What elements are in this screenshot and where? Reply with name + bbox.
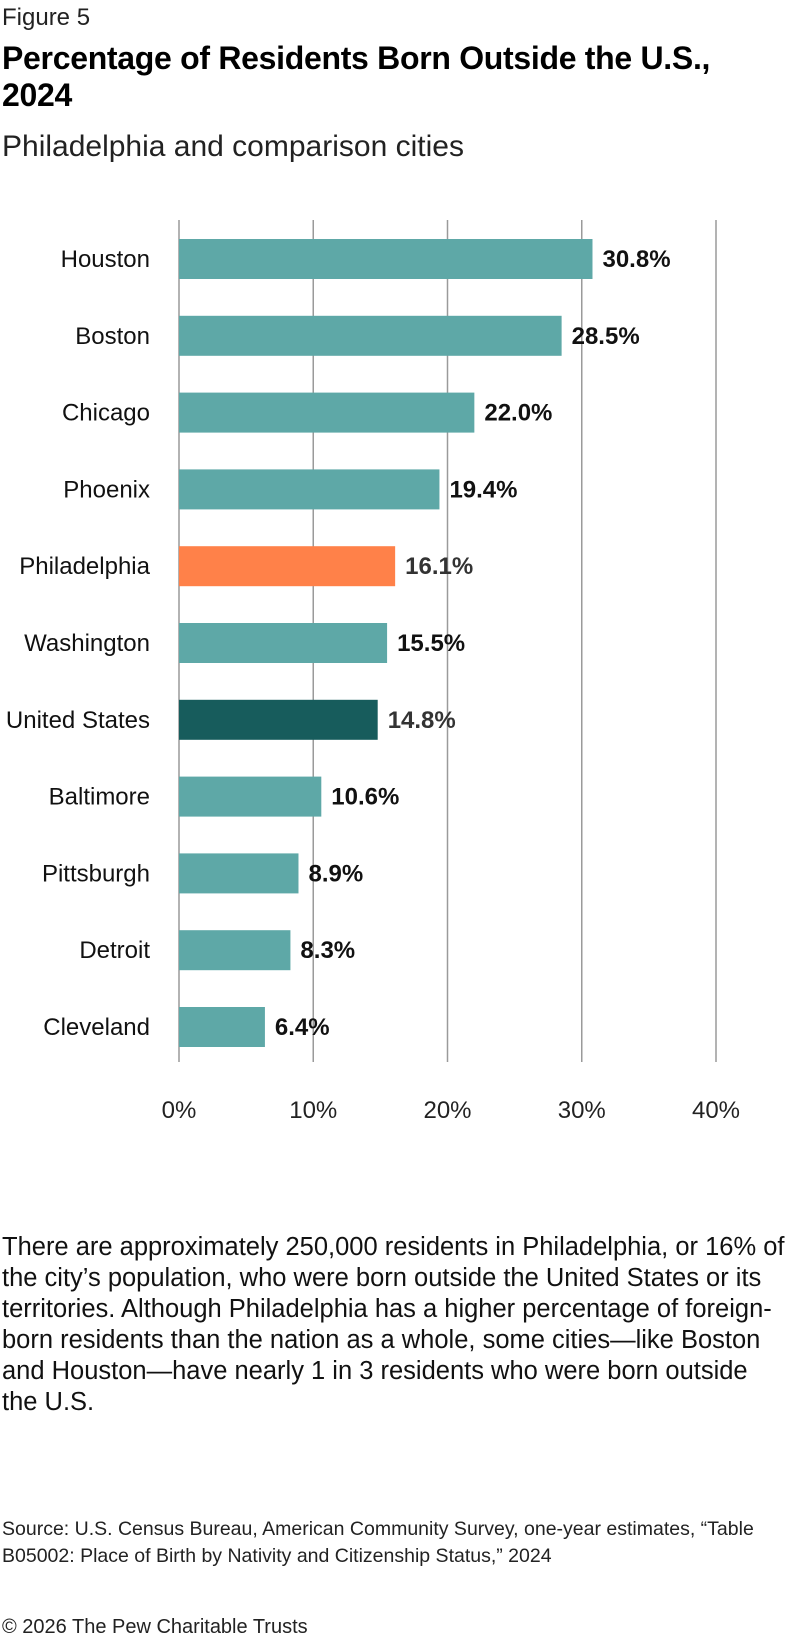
x-tick-label: 20% — [423, 1097, 471, 1124]
category-label: Phoenix — [63, 476, 150, 503]
chart-subtitle: Philadelphia and comparison cities — [2, 130, 464, 163]
category-label: Pittsburgh — [42, 860, 150, 887]
value-label: 8.3% — [300, 937, 355, 964]
bars — [179, 239, 593, 1047]
source-note: Source: U.S. Census Bureau, American Com… — [2, 1518, 754, 1567]
x-tick-label: 0% — [162, 1097, 197, 1124]
value-label: 15.5% — [397, 630, 465, 657]
bar-houston — [179, 239, 593, 279]
bar-washington — [179, 623, 388, 663]
value-label: 30.8% — [602, 246, 670, 273]
category-label: Boston — [75, 323, 150, 350]
bar-baltimore — [179, 776, 322, 817]
bar-phoenix — [179, 469, 440, 510]
labels: 0% 10% 20% 30% 40% Houston 30.8% Boston 28.5% Chi… — [6, 246, 740, 1124]
bar-detroit — [179, 930, 291, 971]
category-label: Detroit — [79, 937, 150, 964]
value-label: 16.1% — [405, 553, 473, 580]
category-label: Cleveland — [43, 1014, 150, 1041]
x-tick-label: 30% — [558, 1097, 606, 1124]
category-label: Houston — [61, 246, 150, 273]
value-label: 10.6% — [331, 784, 399, 811]
value-label: 22.0% — [484, 400, 552, 427]
bar-chart: 0% 10% 20% 30% 40% Houston 30.8% Boston 28.5% Chi… — [6, 220, 740, 1124]
value-label: 19.4% — [449, 476, 517, 503]
gridlines — [178, 220, 717, 1062]
figure-label: Figure 5 — [2, 4, 91, 31]
chart-title: Percentage of Residents Born Outside the… — [2, 40, 711, 113]
bar-united-states — [179, 699, 378, 740]
category-label: Philadelphia — [19, 553, 150, 580]
x-tick-label: 10% — [289, 1097, 337, 1124]
value-label: 14.8% — [388, 707, 456, 734]
description-text: There are approximately 250,000 resident… — [2, 1233, 785, 1416]
bar-cleveland — [179, 1007, 265, 1047]
category-label: Baltimore — [49, 784, 150, 811]
x-tick-label: 40% — [692, 1097, 740, 1124]
value-label: 6.4% — [275, 1014, 330, 1041]
category-label: Washington — [24, 630, 150, 657]
category-label: United States — [6, 707, 150, 734]
copyright: © 2026 The Pew Charitable Trusts — [2, 1616, 308, 1638]
bar-philadelphia — [179, 546, 396, 587]
bar-chicago — [179, 392, 475, 433]
category-label: Chicago — [62, 400, 150, 427]
bar-boston — [179, 315, 562, 356]
value-label: 8.9% — [308, 860, 363, 887]
bar-pittsburgh — [179, 853, 299, 894]
value-label: 28.5% — [572, 323, 640, 350]
